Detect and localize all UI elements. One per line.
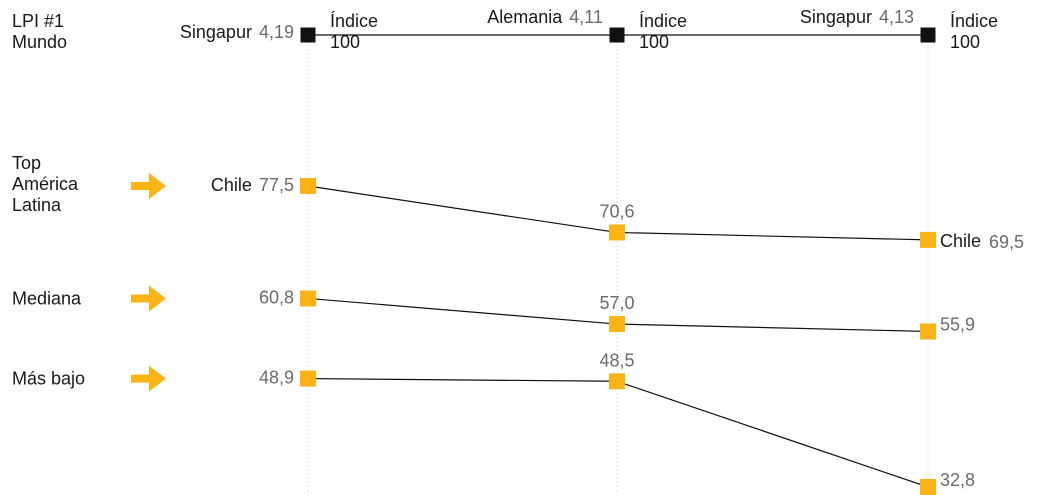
value-label: 70,6 [599,201,634,221]
lpi-top-country: Singapur [180,22,252,42]
data-point [920,479,936,495]
value-label: 57,0 [599,293,634,313]
series-line-segment [616,380,929,488]
series-line-segment [307,377,618,382]
value-label: 69,5 [989,232,1024,252]
lpi-top-country: Alemania [487,7,563,27]
country-label: Chile [211,175,252,195]
series-line-segment [616,323,929,333]
right-arrow-icon [131,285,166,312]
lpi-top-marker [920,27,936,43]
lpi-top-marker [300,27,316,43]
series-label: Top [12,153,41,173]
lpi-top-value: 4,13 [879,7,914,27]
index-label: Índice [950,11,998,31]
series-label: Más bajo [12,369,85,389]
series-label: Latina [12,195,62,215]
series-line-segment [307,297,618,325]
series-label: Mediana [12,288,82,308]
index-label: 100 [639,32,669,52]
data-point [300,178,316,194]
lpi-top-country: Singapur [800,7,872,27]
lpi-top-label: Mundo [12,32,67,52]
data-point [300,290,316,307]
series-label: América [12,174,79,194]
data-point [609,316,625,333]
value-label: 55,9 [940,314,975,334]
index-label: Índice [330,11,378,31]
value-label: 48,5 [599,350,634,370]
lpi-top-value: 4,19 [259,22,294,42]
index-label: 100 [330,32,360,52]
value-label: 48,9 [259,368,294,388]
right-arrow-icon [131,365,166,392]
series-line-segment [616,231,929,241]
data-point [920,323,936,340]
index-label: Índice [639,11,687,31]
series-line-segment [307,185,618,234]
value-label: 60,8 [259,287,294,307]
data-point [609,224,625,241]
lpi-top-marker [609,27,625,43]
country-label: Chile [940,231,981,251]
lpi-top-label: LPI #1 [12,11,64,31]
right-arrow-icon [131,173,166,199]
value-label: 32,8 [940,470,975,490]
value-label: 77,5 [259,175,294,195]
data-point [920,231,936,248]
index-label: 100 [950,32,980,52]
data-point [300,370,316,387]
data-point [609,373,625,390]
lpi-top-value: 4,11 [569,7,603,27]
